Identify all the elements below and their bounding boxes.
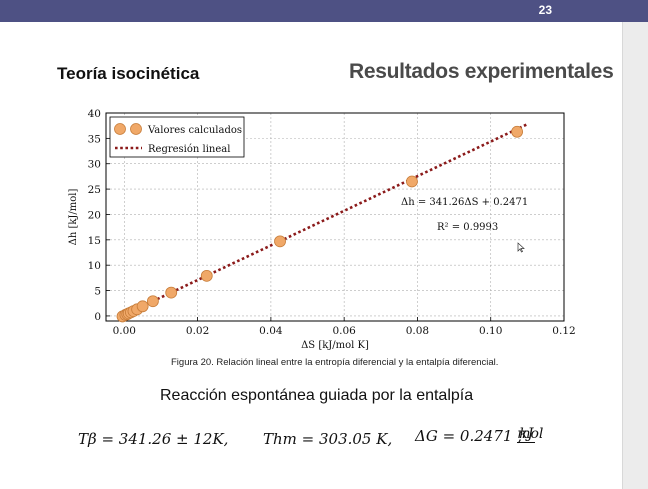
subtitle: Reacción espontánea guiada por la entalp… [160, 387, 474, 404]
data-point [200, 269, 213, 282]
y-axis-label: Δh [kJ/mol] [68, 189, 79, 246]
legend-box [109, 116, 245, 158]
data-point [511, 125, 524, 138]
x-tick-label: 0.02 [186, 325, 209, 337]
x-tick-label: 0.10 [479, 325, 502, 337]
legend-label-line: Regresión lineal [148, 144, 230, 155]
y-tick-label: 35 [88, 133, 101, 145]
figure-caption: Figura 20. Relación lineal entre la entr… [171, 357, 499, 368]
legend-label-scatter: Valores calculados [147, 125, 242, 136]
data-point [165, 286, 178, 299]
formula-t-hm: Thm = 303.05 K, [263, 430, 393, 448]
legend-marker-scatter [114, 123, 126, 135]
data-point [406, 175, 418, 188]
x-tick-label: 0.08 [406, 325, 429, 337]
regression-line [123, 123, 528, 316]
x-tick-label: 0.06 [332, 325, 356, 337]
x-axis-label: ΔS [kJ/mol K] [301, 340, 369, 351]
slide-title: Resultados experimentales [349, 60, 614, 83]
formula-trail: , [517, 427, 522, 445]
x-tick-label: 0.04 [259, 325, 283, 337]
x-tick-label: 0.12 [552, 325, 575, 337]
delta-g-value: ΔG = 0.2471 [415, 427, 513, 445]
plot-frame [105, 112, 565, 322]
y-tick-label: 40 [88, 108, 101, 120]
scatter-chart: 0.00 0.02 0.04 0.06 0.08 0.10 0.12 0 5 10 15 20 25 30… [68, 108, 576, 351]
y-tick-label: 30 [88, 159, 101, 171]
y-tick-label: 15 [88, 235, 101, 247]
top-bar: 23 [0, 0, 648, 22]
slide-number: 23 [538, 3, 552, 17]
formula-delta-g: ΔG = 0.2471 kJ mol , [415, 426, 543, 445]
regression-equation: Δh = 341.26ΔS + 0.2471 [401, 197, 528, 208]
legend-marker-scatter [130, 123, 142, 135]
data-point [136, 300, 149, 313]
data-point [274, 235, 286, 248]
y-tick-label: 10 [88, 260, 101, 272]
r-squared: R² = 0.9993 [437, 222, 498, 233]
axis-ticks: 0.00 0.02 0.04 0.06 0.08 0.10 0.12 0 5 10 15 20 25 30… [88, 108, 576, 337]
data-points [116, 125, 524, 323]
x-tick-label: 0.00 [113, 325, 136, 337]
side-panel [622, 22, 648, 489]
y-tick-label: 25 [88, 184, 101, 196]
unit-numerator: kJ [517, 426, 536, 443]
section-title: Teoría isocinética [57, 64, 200, 83]
formula-t-beta: Tβ = 341.26 ± 12K, [78, 430, 229, 448]
chart-legend: Valores calculados Regresión lineal [109, 116, 245, 158]
unit-denominator: mol [517, 426, 544, 442]
regression-line-path [123, 123, 528, 316]
mouse-cursor-icon [517, 242, 525, 253]
data-point [146, 295, 159, 308]
y-tick-label: 0 [94, 311, 101, 323]
y-tick-label: 20 [88, 209, 101, 221]
y-tick-label: 5 [94, 286, 101, 298]
